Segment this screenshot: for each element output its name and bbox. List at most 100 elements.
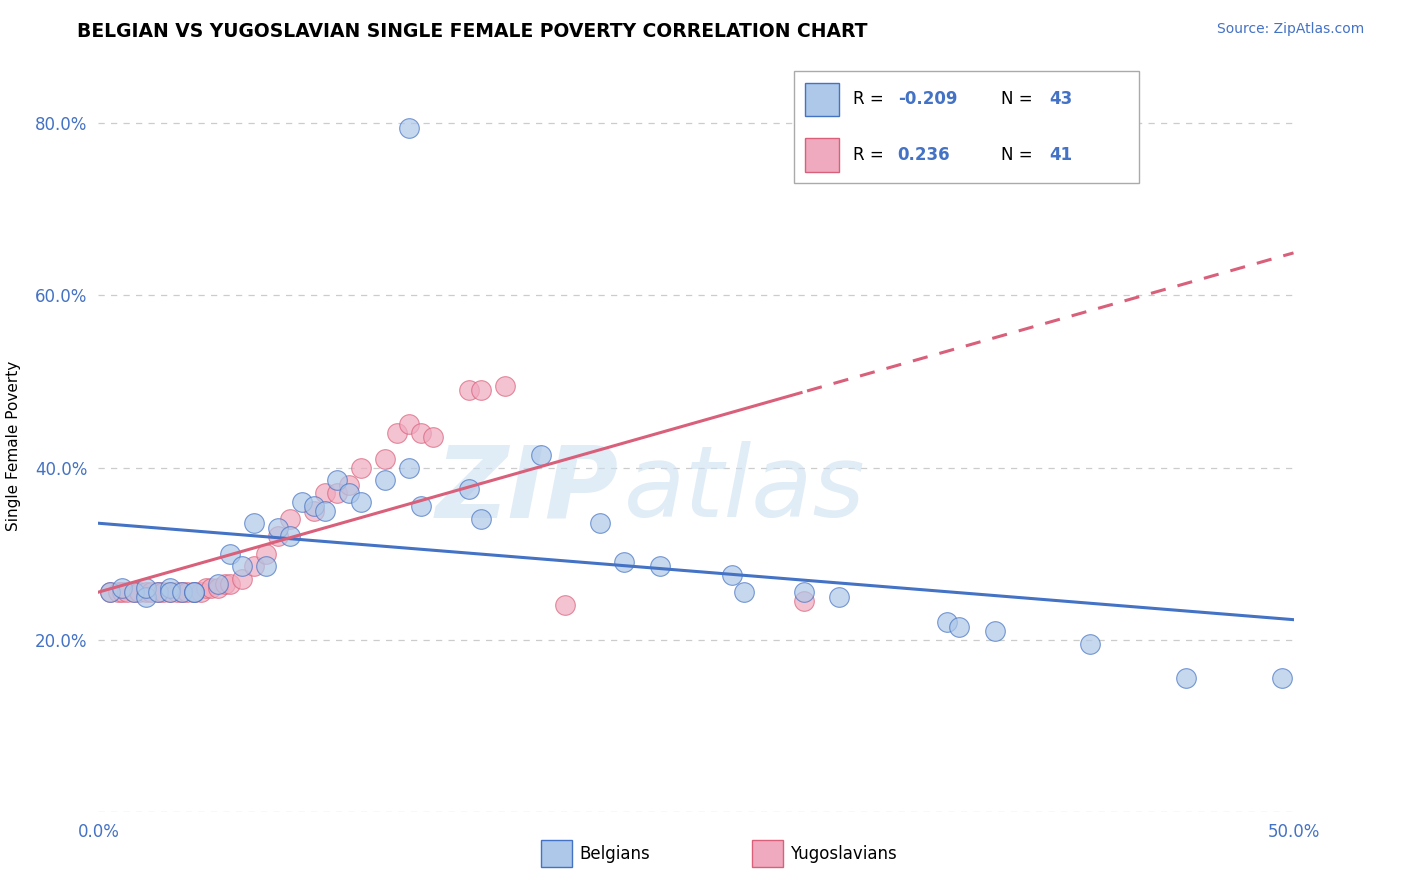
Point [219, 576, 242, 591]
Point [589, 516, 612, 531]
Point [166, 585, 188, 599]
Point [1080, 637, 1102, 651]
FancyBboxPatch shape [804, 138, 839, 171]
Point [339, 477, 361, 491]
Point [936, 615, 959, 630]
Text: atlas: atlas [624, 442, 866, 539]
Text: 41: 41 [1049, 146, 1073, 164]
Point [1271, 671, 1294, 685]
Point [291, 495, 314, 509]
Point [422, 430, 444, 444]
Point [172, 585, 194, 599]
Point [398, 460, 420, 475]
Point [128, 585, 150, 599]
Point [411, 426, 433, 441]
Point [315, 486, 337, 500]
Text: 43: 43 [1049, 90, 1073, 108]
Point [398, 417, 420, 432]
Point [1175, 671, 1198, 685]
Point [231, 559, 253, 574]
Point [111, 585, 134, 599]
Point [135, 581, 157, 595]
Point [148, 585, 170, 599]
Point [152, 585, 174, 599]
Point [613, 555, 636, 569]
Point [254, 559, 277, 574]
Point [214, 576, 236, 591]
Text: Belgians: Belgians [579, 845, 650, 863]
Point [183, 585, 205, 599]
Point [530, 448, 553, 462]
Point [350, 460, 373, 475]
Text: R =: R = [853, 146, 884, 164]
Text: R =: R = [853, 90, 884, 108]
Point [267, 521, 290, 535]
Point [326, 474, 349, 488]
Point [159, 585, 181, 599]
Point [339, 486, 361, 500]
Point [721, 568, 744, 582]
Point [159, 585, 181, 599]
Point [98, 585, 122, 599]
Point [278, 529, 301, 543]
Point [398, 120, 420, 135]
Y-axis label: Single Female Poverty: Single Female Poverty [6, 361, 21, 531]
Point [190, 585, 212, 599]
Point [219, 547, 242, 561]
Point [302, 500, 325, 514]
Text: Source: ZipAtlas.com: Source: ZipAtlas.com [1216, 22, 1364, 37]
Text: Yugoslavians: Yugoslavians [790, 845, 897, 863]
Text: N =: N = [1001, 146, 1032, 164]
Point [243, 516, 266, 531]
Point [159, 581, 181, 595]
Point [267, 529, 290, 543]
Point [200, 581, 222, 595]
Point [278, 512, 301, 526]
Point [411, 500, 433, 514]
Point [135, 590, 157, 604]
Text: 0.236: 0.236 [897, 146, 950, 164]
Point [231, 573, 253, 587]
Point [326, 486, 349, 500]
Point [948, 620, 970, 634]
Point [172, 585, 194, 599]
Text: BELGIAN VS YUGOSLAVIAN SINGLE FEMALE POVERTY CORRELATION CHART: BELGIAN VS YUGOSLAVIAN SINGLE FEMALE POV… [77, 22, 868, 41]
Point [458, 383, 481, 397]
Point [195, 581, 218, 595]
Point [984, 624, 1007, 638]
Point [124, 585, 146, 599]
Text: -0.209: -0.209 [897, 90, 957, 108]
Point [243, 559, 266, 574]
Point [494, 378, 516, 392]
Point [648, 559, 672, 574]
FancyBboxPatch shape [794, 71, 1139, 183]
Point [554, 598, 576, 612]
Point [139, 585, 162, 599]
Point [207, 576, 229, 591]
Point [183, 585, 205, 599]
Point [115, 585, 138, 599]
Point [111, 581, 134, 595]
Point [135, 585, 157, 599]
Point [828, 590, 851, 604]
Point [374, 474, 396, 488]
Point [176, 585, 198, 599]
Point [254, 547, 277, 561]
Point [733, 585, 755, 599]
Point [183, 585, 205, 599]
FancyBboxPatch shape [804, 83, 839, 116]
Point [793, 585, 815, 599]
Point [124, 585, 146, 599]
Point [350, 495, 373, 509]
Text: N =: N = [1001, 90, 1032, 108]
Point [148, 585, 170, 599]
Point [458, 482, 481, 496]
Point [98, 585, 122, 599]
Point [302, 503, 325, 517]
Point [470, 383, 492, 397]
Point [107, 585, 129, 599]
Point [207, 581, 229, 595]
Point [385, 426, 409, 441]
Point [315, 503, 337, 517]
Point [374, 451, 396, 466]
